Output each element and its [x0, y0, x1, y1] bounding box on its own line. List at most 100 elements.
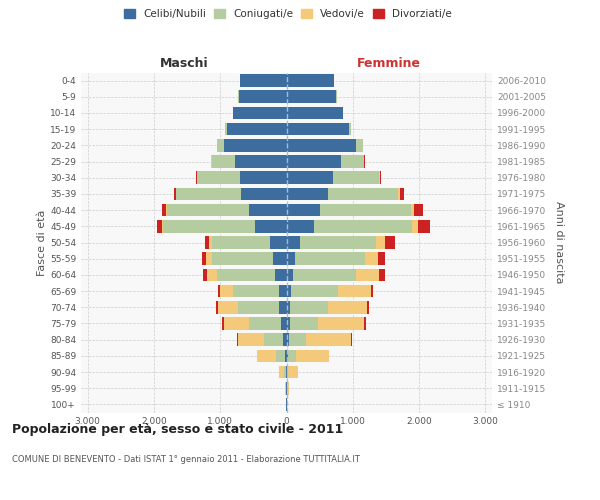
- Bar: [238, 334, 264, 346]
- Bar: [376, 236, 385, 249]
- Bar: [284, 350, 287, 362]
- Bar: [287, 252, 295, 265]
- Bar: [300, 236, 376, 249]
- Bar: [238, 301, 279, 314]
- Bar: [162, 220, 163, 232]
- Bar: [398, 188, 400, 200]
- Bar: [418, 220, 430, 232]
- Bar: [254, 220, 287, 232]
- Bar: [333, 172, 379, 184]
- Bar: [207, 268, 217, 281]
- Y-axis label: Anni di nascita: Anni di nascita: [554, 201, 565, 283]
- Bar: [400, 188, 404, 200]
- Bar: [290, 317, 317, 330]
- Bar: [212, 236, 270, 249]
- Text: Maschi: Maschi: [160, 57, 208, 70]
- Bar: [415, 204, 423, 216]
- Bar: [412, 220, 418, 232]
- Bar: [349, 123, 351, 136]
- Bar: [287, 301, 290, 314]
- Bar: [218, 285, 220, 298]
- Bar: [174, 188, 176, 200]
- Bar: [287, 204, 320, 216]
- Bar: [356, 268, 379, 281]
- Y-axis label: Fasce di età: Fasce di età: [37, 210, 47, 276]
- Bar: [278, 366, 284, 378]
- Bar: [286, 366, 287, 378]
- Bar: [205, 236, 209, 249]
- Bar: [378, 252, 385, 265]
- Bar: [287, 350, 288, 362]
- Bar: [287, 382, 289, 394]
- Bar: [240, 172, 287, 184]
- Bar: [328, 188, 398, 200]
- Bar: [157, 220, 162, 232]
- Bar: [161, 204, 166, 216]
- Bar: [287, 366, 289, 378]
- Bar: [296, 350, 329, 362]
- Bar: [287, 123, 349, 136]
- Bar: [212, 155, 235, 168]
- Bar: [289, 366, 298, 378]
- Bar: [291, 285, 338, 298]
- Text: Femmine: Femmine: [357, 57, 421, 70]
- Bar: [272, 252, 287, 265]
- Bar: [218, 301, 238, 314]
- Bar: [217, 139, 224, 151]
- Bar: [225, 123, 227, 136]
- Bar: [314, 220, 412, 232]
- Bar: [287, 268, 293, 281]
- Bar: [176, 188, 241, 200]
- Bar: [293, 268, 356, 281]
- Bar: [167, 204, 250, 216]
- Bar: [235, 155, 287, 168]
- Legend: Celibi/Nubili, Coniugati/e, Vedovi/e, Divorziati/e: Celibi/Nubili, Coniugati/e, Vedovi/e, Di…: [120, 5, 456, 24]
- Bar: [275, 268, 287, 281]
- Bar: [233, 106, 287, 120]
- Bar: [295, 252, 365, 265]
- Bar: [287, 172, 333, 184]
- Bar: [240, 74, 287, 87]
- Bar: [287, 90, 336, 103]
- Bar: [196, 172, 197, 184]
- Bar: [250, 204, 287, 216]
- Bar: [287, 106, 343, 120]
- Bar: [287, 285, 291, 298]
- Bar: [212, 252, 272, 265]
- Bar: [371, 285, 373, 298]
- Bar: [287, 220, 314, 232]
- Bar: [320, 204, 411, 216]
- Bar: [220, 285, 233, 298]
- Bar: [202, 252, 206, 265]
- Bar: [287, 155, 341, 168]
- Bar: [224, 317, 249, 330]
- Bar: [411, 204, 415, 216]
- Bar: [284, 366, 286, 378]
- Bar: [341, 155, 364, 168]
- Bar: [287, 74, 334, 87]
- Bar: [209, 236, 212, 249]
- Bar: [367, 301, 370, 314]
- Bar: [216, 301, 218, 314]
- Bar: [163, 220, 254, 232]
- Bar: [356, 139, 363, 151]
- Bar: [307, 334, 352, 346]
- Bar: [279, 285, 287, 298]
- Bar: [224, 139, 287, 151]
- Bar: [379, 268, 385, 281]
- Bar: [197, 172, 240, 184]
- Bar: [217, 268, 275, 281]
- Bar: [365, 252, 378, 265]
- Bar: [270, 236, 287, 249]
- Bar: [317, 317, 364, 330]
- Bar: [289, 334, 307, 346]
- Bar: [257, 350, 276, 362]
- Bar: [166, 204, 167, 216]
- Bar: [380, 172, 381, 184]
- Bar: [364, 317, 366, 330]
- Bar: [233, 285, 279, 298]
- Bar: [203, 268, 207, 281]
- Bar: [379, 172, 380, 184]
- Bar: [264, 334, 283, 346]
- Bar: [288, 350, 296, 362]
